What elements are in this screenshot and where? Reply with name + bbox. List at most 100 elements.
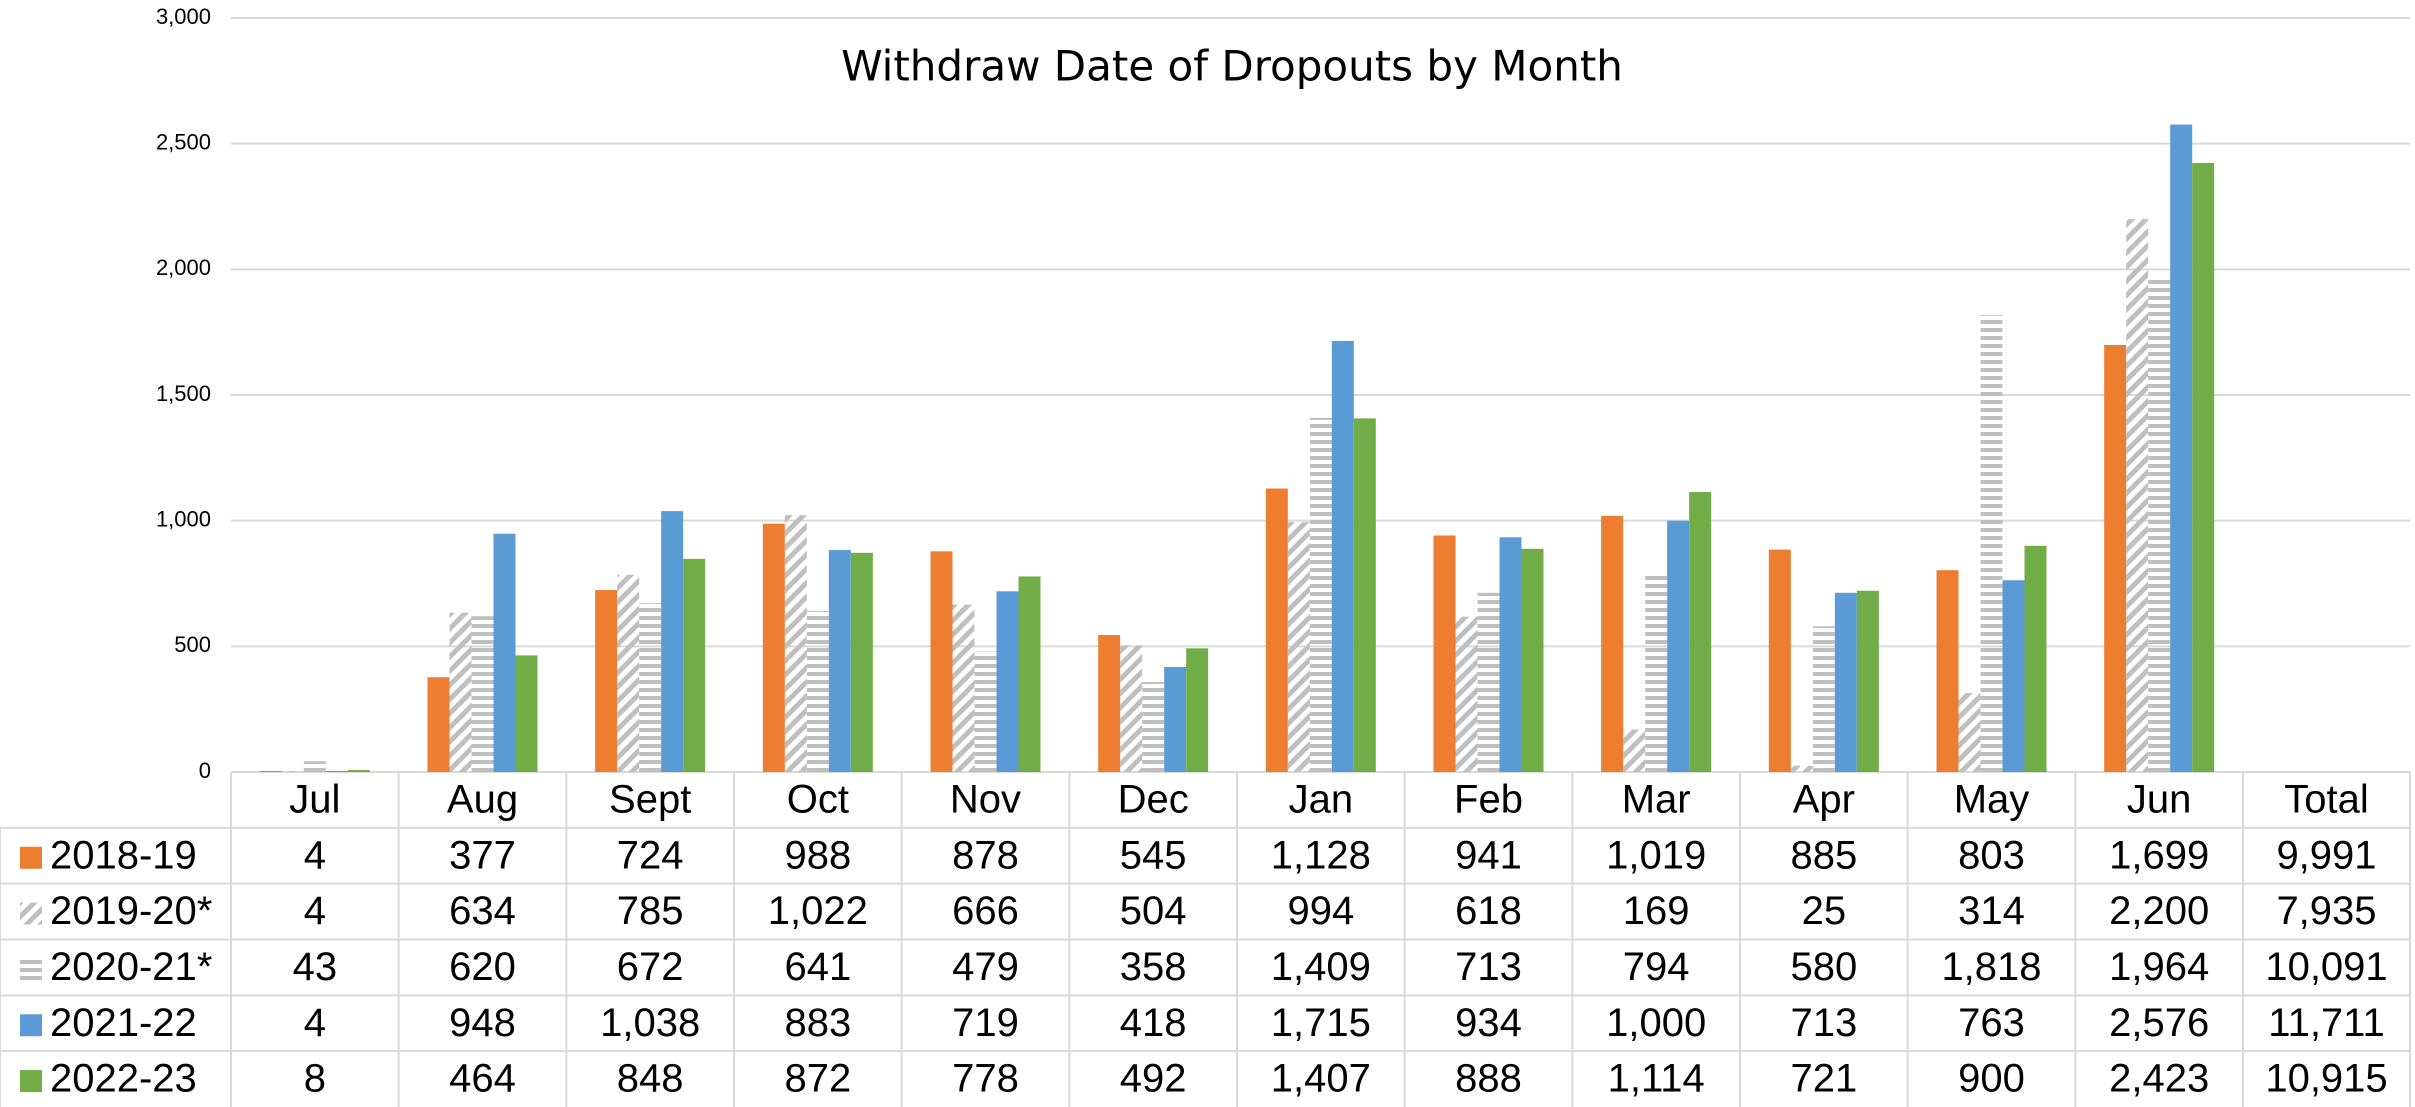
table-cell: 580 (1790, 945, 1857, 989)
table-cell: 479 (952, 945, 1019, 989)
table-cell: 620 (449, 945, 516, 989)
bar (281, 770, 304, 772)
table-cell: 763 (1958, 1001, 2025, 1045)
table-total: 10,091 (2265, 945, 2387, 989)
bar (1936, 570, 1959, 772)
table-cell: 8 (304, 1057, 326, 1101)
bar (1265, 488, 1288, 772)
legend-label: 2022-23 (50, 1057, 197, 1101)
legend-swatch (20, 958, 42, 981)
table-cell: 2,423 (2109, 1057, 2209, 1101)
table-cell: 1,022 (768, 889, 868, 933)
legend-swatch (20, 1070, 42, 1093)
table-cell: 883 (784, 1001, 851, 1045)
y-tick-label: 3,000 (156, 4, 211, 29)
bar (2104, 344, 2127, 772)
table-cell: 1,964 (2109, 945, 2209, 989)
bar (1980, 315, 2003, 772)
bar (449, 612, 472, 772)
table-cell: 994 (1287, 889, 1354, 933)
legend-swatch (20, 846, 42, 869)
bar (1790, 765, 1813, 772)
table-total: 11,711 (2268, 1001, 2384, 1045)
table-cell: 1,038 (600, 1001, 700, 1045)
table-cell: 618 (1455, 889, 1522, 933)
bar (2170, 124, 2193, 773)
table-cell: 713 (1790, 1001, 1857, 1045)
bar (1142, 682, 1165, 772)
bar (2002, 580, 2025, 772)
bar (595, 590, 618, 772)
table-cell: 721 (1790, 1057, 1857, 1101)
bar (1958, 693, 1981, 772)
table-cell: 1,818 (1941, 945, 2041, 989)
bar (1623, 729, 1646, 772)
table-cell: 888 (1455, 1057, 1522, 1101)
table-total: 7,935 (2276, 889, 2376, 933)
y-tick-label: 1,500 (156, 381, 211, 406)
table-cell: 885 (1790, 833, 1857, 877)
bar (1098, 635, 1121, 772)
table-cell: 2,576 (2109, 1001, 2209, 1045)
bar (493, 533, 516, 772)
y-tick-label: 0 (199, 758, 211, 783)
x-tick-label: Feb (1454, 777, 1523, 821)
table-cell: 1,114 (1608, 1057, 1705, 1101)
table-cell: 314 (1958, 889, 2025, 933)
table-cell: 358 (1120, 945, 1187, 989)
bar (259, 770, 282, 772)
chart-title: Withdraw Date of Dropouts by Month (841, 42, 1623, 91)
legend-label: 2021-22 (50, 1001, 197, 1045)
legend-swatch (20, 902, 42, 925)
bar (1309, 417, 1332, 772)
y-tick-label: 500 (174, 632, 211, 657)
table-cell: 848 (617, 1057, 684, 1101)
bar (1667, 520, 1690, 772)
bar (347, 769, 370, 772)
table-header: Total (2284, 777, 2369, 821)
table-cell: 941 (1455, 833, 1522, 877)
bar (2148, 278, 2171, 772)
table-cell: 634 (449, 889, 516, 933)
legend-label: 2020-21* (50, 945, 212, 989)
bar (1353, 418, 1376, 772)
bar (683, 558, 706, 772)
table-cell: 169 (1623, 889, 1690, 933)
table-cell: 719 (952, 1001, 1019, 1045)
table-cell: 464 (449, 1057, 516, 1101)
table-cell: 872 (784, 1057, 851, 1101)
table-cell: 492 (1120, 1057, 1187, 1101)
table-cell: 43 (293, 945, 338, 989)
x-tick-label: Sept (609, 777, 691, 821)
x-tick-label: Mar (1622, 777, 1691, 821)
table-cell: 778 (952, 1057, 1019, 1101)
table-cell: 988 (784, 833, 851, 877)
bar (762, 523, 785, 772)
bar (1856, 590, 1879, 772)
bar (1521, 548, 1544, 772)
table-total: 10,915 (2265, 1057, 2387, 1101)
bar (1645, 572, 1668, 772)
x-tick-label: Jan (1289, 777, 1354, 821)
bar (1477, 592, 1500, 772)
table-cell: 1,699 (2109, 833, 2209, 877)
table-cell: 1,128 (1271, 833, 1371, 877)
bar (2192, 163, 2215, 772)
x-tick-label: May (1954, 777, 2030, 821)
legend-label: 2019-20* (50, 889, 212, 933)
bar (303, 761, 326, 772)
bar (515, 655, 538, 772)
bar (930, 551, 953, 772)
table-cell: 504 (1120, 889, 1187, 933)
table-cell: 934 (1455, 1001, 1522, 1045)
y-tick-label: 2,500 (156, 129, 211, 154)
x-tick-label: Nov (950, 777, 1021, 821)
table-cell: 672 (617, 945, 684, 989)
bar (806, 610, 829, 772)
table-cell: 641 (784, 945, 851, 989)
bar (1812, 626, 1835, 772)
legend-label: 2018-19 (50, 833, 197, 877)
x-tick-label: Dec (1118, 777, 1189, 821)
bar (1601, 515, 1624, 772)
